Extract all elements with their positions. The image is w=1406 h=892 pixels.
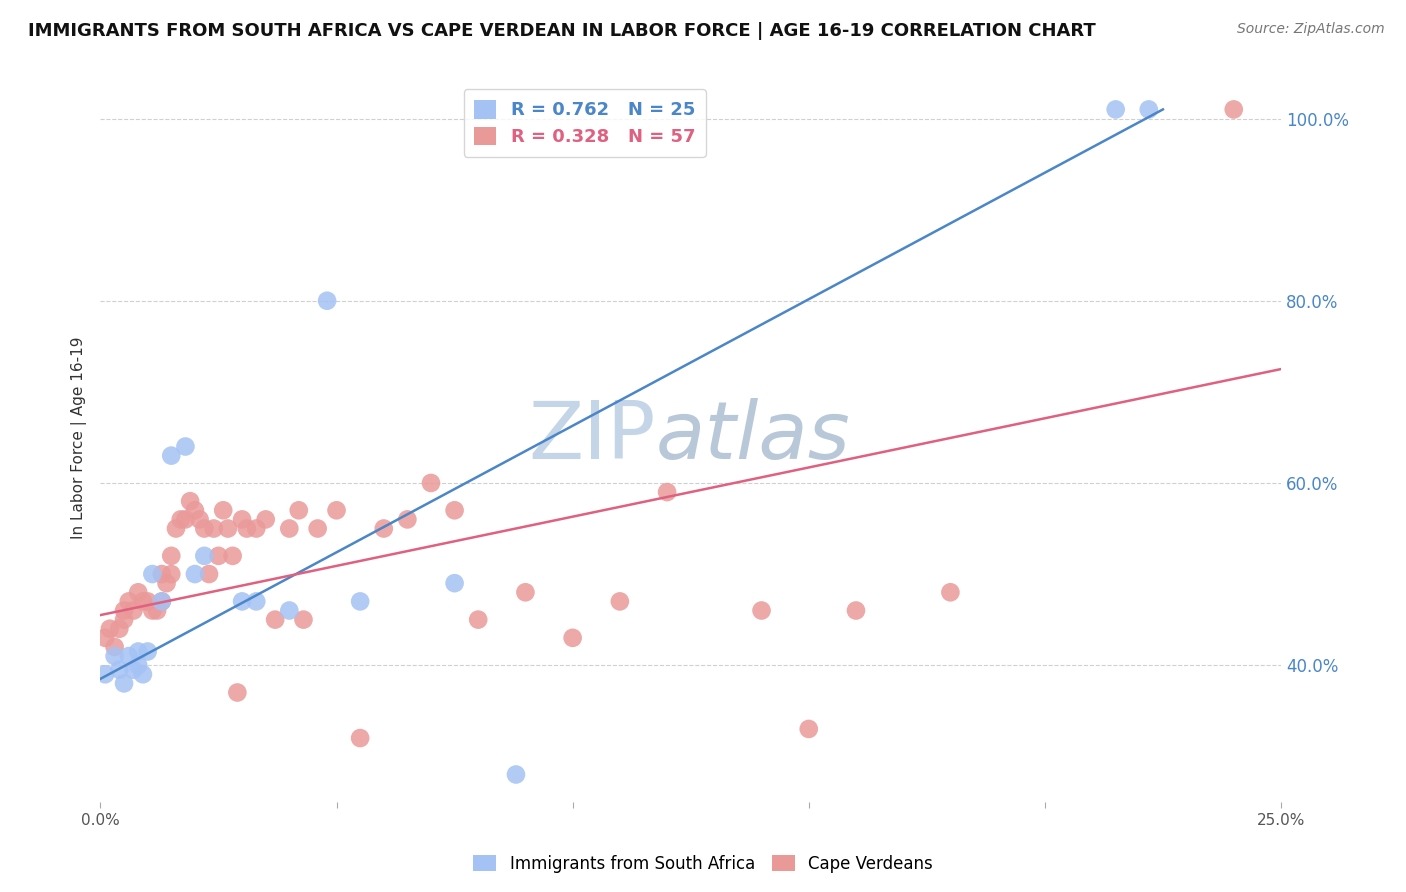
Point <box>160 449 183 463</box>
Point <box>221 549 243 563</box>
Point <box>108 622 131 636</box>
Point <box>198 567 221 582</box>
Point <box>122 663 145 677</box>
Point <box>127 585 149 599</box>
Point <box>108 663 131 677</box>
Point <box>505 767 527 781</box>
Point <box>174 512 197 526</box>
Point <box>193 549 215 563</box>
Point <box>245 594 267 608</box>
Point <box>150 567 173 582</box>
Point <box>141 567 163 582</box>
Point <box>160 549 183 563</box>
Point <box>609 594 631 608</box>
Point <box>278 603 301 617</box>
Legend: Immigrants from South Africa, Cape Verdeans: Immigrants from South Africa, Cape Verde… <box>467 848 939 880</box>
Point <box>188 512 211 526</box>
Point <box>136 644 159 658</box>
Point <box>396 512 419 526</box>
Text: ZIP: ZIP <box>527 399 655 476</box>
Point <box>226 685 249 699</box>
Text: Source: ZipAtlas.com: Source: ZipAtlas.com <box>1237 22 1385 37</box>
Y-axis label: In Labor Force | Age 16-19: In Labor Force | Age 16-19 <box>72 336 87 539</box>
Point <box>160 567 183 582</box>
Point <box>184 503 207 517</box>
Point <box>254 512 277 526</box>
Point <box>316 293 339 308</box>
Point <box>655 485 678 500</box>
Point <box>236 522 259 536</box>
Point <box>264 613 287 627</box>
Point <box>165 522 187 536</box>
Point <box>325 503 347 517</box>
Point <box>207 549 229 563</box>
Point <box>174 440 197 454</box>
Point <box>1137 103 1160 117</box>
Point <box>231 512 253 526</box>
Point <box>420 475 443 490</box>
Point <box>307 522 329 536</box>
Point <box>104 640 127 654</box>
Text: atlas: atlas <box>655 399 851 476</box>
Point <box>127 644 149 658</box>
Point <box>184 567 207 582</box>
Point <box>373 522 395 536</box>
Point <box>118 648 141 663</box>
Point <box>278 522 301 536</box>
Point <box>150 594 173 608</box>
Point <box>98 622 121 636</box>
Point <box>939 585 962 599</box>
Point <box>467 613 489 627</box>
Point <box>217 522 239 536</box>
Point <box>797 722 820 736</box>
Point <box>292 613 315 627</box>
Point <box>118 594 141 608</box>
Point <box>112 613 135 627</box>
Point <box>751 603 773 617</box>
Point <box>1222 103 1244 117</box>
Point <box>515 585 537 599</box>
Point <box>287 503 309 517</box>
Point <box>94 631 117 645</box>
Point <box>150 594 173 608</box>
Point <box>132 594 155 608</box>
Point <box>245 522 267 536</box>
Point <box>845 603 868 617</box>
Point <box>179 494 201 508</box>
Point <box>231 594 253 608</box>
Point <box>349 594 371 608</box>
Legend: R = 0.762   N = 25, R = 0.328   N = 57: R = 0.762 N = 25, R = 0.328 N = 57 <box>464 89 706 157</box>
Point <box>1105 103 1128 117</box>
Point <box>112 676 135 690</box>
Point <box>127 658 149 673</box>
Point <box>146 603 169 617</box>
Point <box>443 576 465 591</box>
Point <box>193 522 215 536</box>
Point <box>141 603 163 617</box>
Point <box>104 648 127 663</box>
Point <box>122 603 145 617</box>
Point <box>202 522 225 536</box>
Point <box>561 631 583 645</box>
Point <box>170 512 193 526</box>
Point <box>212 503 235 517</box>
Point <box>443 503 465 517</box>
Point <box>136 594 159 608</box>
Point <box>112 603 135 617</box>
Point <box>349 731 371 745</box>
Point <box>132 667 155 681</box>
Point <box>94 667 117 681</box>
Point <box>155 576 177 591</box>
Text: IMMIGRANTS FROM SOUTH AFRICA VS CAPE VERDEAN IN LABOR FORCE | AGE 16-19 CORRELAT: IMMIGRANTS FROM SOUTH AFRICA VS CAPE VER… <box>28 22 1095 40</box>
